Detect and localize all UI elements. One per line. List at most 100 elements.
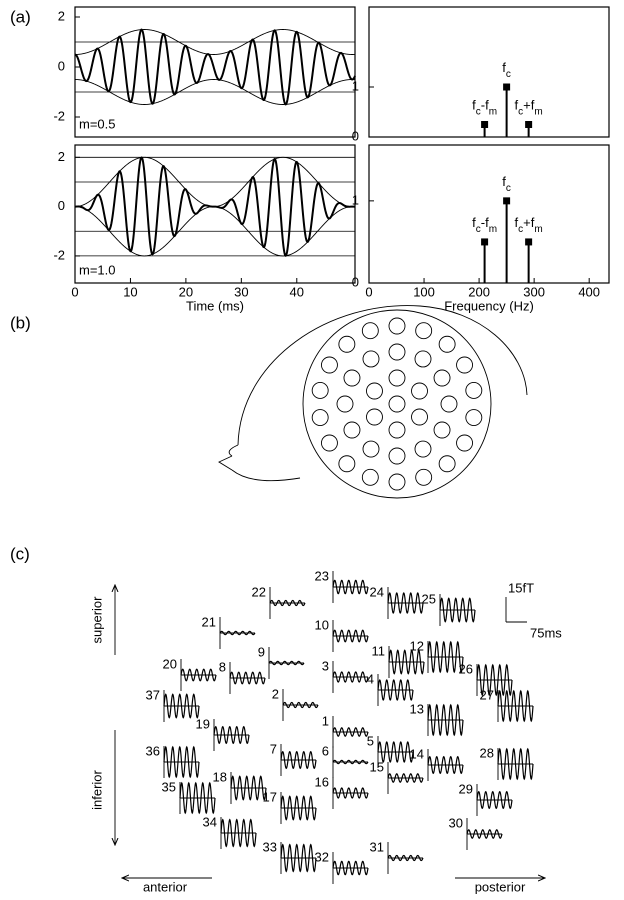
sensor-trace xyxy=(466,829,503,839)
head-outline xyxy=(228,444,239,457)
sensor-label: 19 xyxy=(196,716,210,731)
sensor-label: 22 xyxy=(252,584,266,599)
y-tick-label: 0 xyxy=(352,128,359,143)
sensor-dot xyxy=(388,317,406,335)
sensor-dot xyxy=(438,335,456,353)
sensor-trace xyxy=(219,630,256,636)
sensor-dot xyxy=(366,408,383,426)
sensor-dot xyxy=(433,421,451,439)
sensor-label: 1 xyxy=(322,713,329,728)
direction-label: inferior xyxy=(89,769,104,809)
sensor-label: 11 xyxy=(372,643,386,658)
sensor-label: 37 xyxy=(146,687,160,702)
sensor-label: 35 xyxy=(162,779,176,794)
sensor-label: 33 xyxy=(263,839,277,854)
plot-frame xyxy=(368,144,610,284)
sensor-trace xyxy=(213,725,250,745)
sensor-label: 10 xyxy=(315,617,329,632)
sensor-label: 9 xyxy=(258,644,265,659)
sensor-label: 5 xyxy=(367,733,374,748)
sensor-trace xyxy=(180,668,217,682)
sensor-dot xyxy=(343,369,361,387)
sensor-label: 4 xyxy=(367,671,374,686)
y-tick-label: 0 xyxy=(58,58,65,73)
sensor-trace xyxy=(387,854,424,862)
sensor-trace xyxy=(427,755,464,775)
scale-label: 75ms xyxy=(530,625,562,640)
sensor-label: 23 xyxy=(315,568,329,583)
stem-marker xyxy=(481,238,489,246)
sensor-trace xyxy=(387,592,424,614)
x-axis-label: Frequency (Hz) xyxy=(444,298,534,313)
sensor-dot xyxy=(433,369,451,387)
sensor-dot xyxy=(338,455,356,473)
panel-label: (a) xyxy=(10,7,31,26)
stem-label: fc-fm xyxy=(472,215,497,235)
sensor-trace xyxy=(377,741,414,763)
sensor-trace xyxy=(377,679,414,701)
sensor-label: 30 xyxy=(449,815,463,830)
sensor-trace xyxy=(163,693,200,719)
stem-marker xyxy=(525,121,533,128)
sensor-array xyxy=(302,309,492,499)
sensor-label: 32 xyxy=(315,849,329,864)
annotation: m=0.5 xyxy=(79,116,116,131)
sensor-dot xyxy=(388,473,406,491)
y-tick-label: -2 xyxy=(53,108,65,123)
sensor-trace xyxy=(427,640,464,674)
sensor-label: 25 xyxy=(422,591,436,606)
x-tick-label: 10 xyxy=(123,284,137,299)
sensor-trace xyxy=(280,750,317,770)
y-tick-label: 1 xyxy=(352,78,359,93)
sensor-label: 21 xyxy=(202,614,216,629)
sensor-label: 3 xyxy=(322,658,329,673)
sensor-trace xyxy=(163,745,200,779)
stem-label: fc xyxy=(502,174,511,194)
sensor-trace xyxy=(388,649,425,675)
annotation: m=1.0 xyxy=(79,262,116,277)
sensor-dot xyxy=(415,468,433,486)
sensor-trace xyxy=(269,599,306,607)
sensor-dot xyxy=(361,322,379,340)
sensor-label: 6 xyxy=(322,743,329,758)
sensor-trace xyxy=(332,787,369,799)
sensor-dot xyxy=(388,343,406,361)
sensor-dots xyxy=(311,317,483,491)
sensor-dot xyxy=(438,455,456,473)
sensor-label: 8 xyxy=(219,659,226,674)
head-diagram xyxy=(218,305,528,499)
sensor-trace xyxy=(332,860,369,876)
sensor-trace xyxy=(280,843,317,873)
sensor-dot xyxy=(366,382,383,400)
panel-label: (b) xyxy=(10,313,31,332)
stem-label: fc+fm xyxy=(515,215,543,235)
sensor-label: 15 xyxy=(370,759,384,774)
sensor-trace xyxy=(220,818,257,848)
sensor-trace xyxy=(332,671,369,683)
sensor-trace xyxy=(332,579,369,595)
sensor-trace xyxy=(332,759,369,765)
sensor-dot xyxy=(362,350,380,368)
sensor-trace xyxy=(476,790,513,810)
sensor-trace xyxy=(497,747,534,781)
panel-label: (c) xyxy=(10,544,30,563)
sensor-dot xyxy=(465,382,483,399)
sensor-label: 27 xyxy=(480,687,494,702)
head-outline xyxy=(237,305,528,446)
y-tick-label: 0 xyxy=(352,274,359,289)
sensor-trace xyxy=(179,781,216,815)
sensor-dot xyxy=(336,395,354,413)
sensor-trace xyxy=(230,775,267,801)
sensor-trace xyxy=(439,597,476,623)
sensor-dot xyxy=(362,440,380,458)
sensor-label: 2 xyxy=(272,686,279,701)
sensor-label: 17 xyxy=(263,789,277,804)
x-axis-label: Time (ms) xyxy=(186,298,244,313)
sensor-dot xyxy=(388,447,406,465)
sensor-dot xyxy=(414,440,432,458)
sensor-dot xyxy=(321,434,338,452)
sensor-dot xyxy=(388,395,406,413)
sensor-dot xyxy=(411,408,428,426)
sensor-label: 20 xyxy=(163,656,177,671)
y-tick-label: 2 xyxy=(58,8,65,23)
